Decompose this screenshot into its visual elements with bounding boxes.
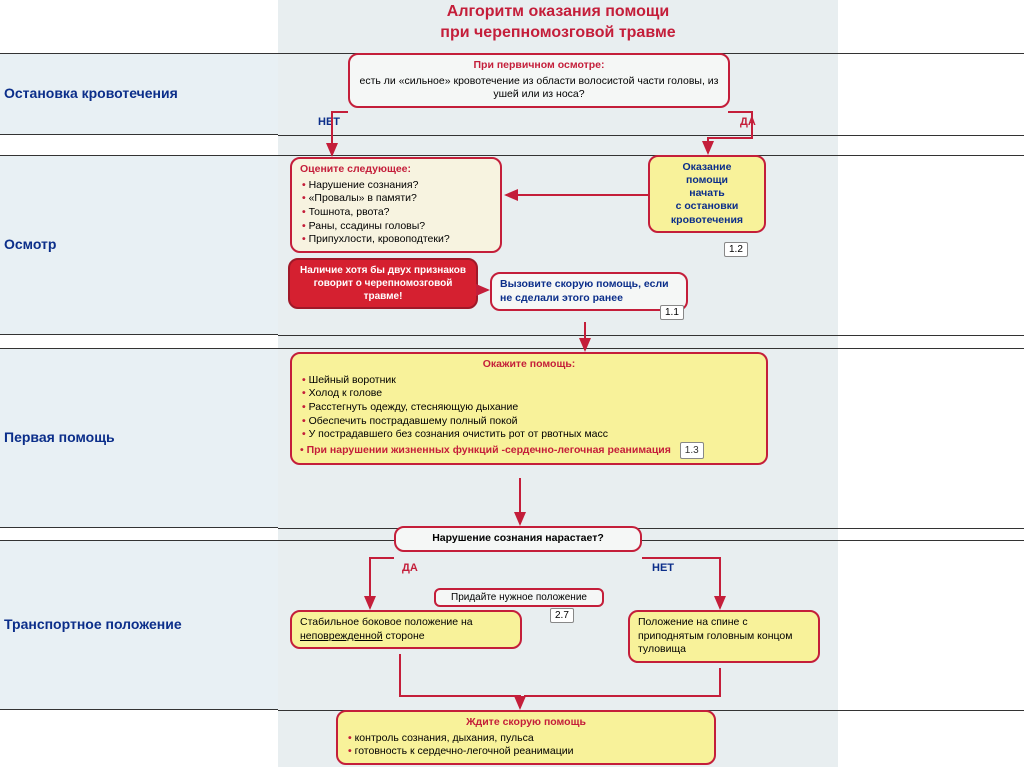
branch-yes-2: ДА [402, 562, 418, 574]
list-item: Шейный воротник [302, 374, 758, 388]
list-item: У пострадавшего без сознания очистить ро… [302, 428, 758, 442]
list-item: Тошнота, рвота? [302, 206, 492, 220]
branch-yes-1: ДА [740, 116, 756, 128]
box-red-alert: Наличие хотя бы двух признаков говорит о… [288, 258, 478, 309]
branch-no-1: НЕТ [318, 116, 340, 128]
box-provide-help: Окажите помощь: Шейный воротникХолод к г… [290, 352, 768, 465]
list-item: Расстегнуть одежду, стесняющую дыхание [302, 401, 758, 415]
tag-1-3: 1.3 [680, 442, 704, 459]
stop-bleed-l5: кровотечения [658, 214, 756, 227]
box-assess: Оцените следующее: Нарушение сознания?«П… [290, 157, 502, 253]
wait-header: Ждите скорую помощь [346, 716, 706, 730]
title-line-1: Алгоритм оказания помощи [447, 3, 669, 20]
pos-left-rest: стороне [386, 630, 425, 642]
stop-bleed-l4: с остановки [658, 200, 756, 213]
row-label-1: Осмотр [4, 236, 56, 252]
call-text: Вызовите скорую помощь, если не сделали … [500, 278, 678, 305]
list-item: готовность к сердечно-легочной реанимаци… [348, 745, 706, 759]
primary-exam-header: При первичном осмотре: [358, 59, 720, 73]
tag-1-2: 1.2 [724, 242, 748, 257]
pos-left-l1: Стабильное боковое положение на [300, 616, 473, 628]
list-item: Раны, ссадины головы? [302, 220, 492, 234]
row-line [278, 135, 1024, 136]
tag-2-7: 2.7 [550, 608, 574, 623]
row-label-3: Транспортное положение [4, 616, 182, 632]
row-line [278, 335, 1024, 336]
box-call-ambulance: Вызовите скорую помощь, если не сделали … [490, 272, 688, 311]
help-list: Шейный воротникХолод к головеРасстегнуть… [300, 374, 758, 442]
pos-left-underline: неповрежденной [300, 630, 383, 642]
box-stop-bleeding: Оказание помощи начать с остановки крово… [648, 155, 766, 233]
box-primary-exam: При первичном осмотре: есть ли «сильное»… [348, 53, 730, 108]
help-header: Окажите помощь: [300, 358, 758, 372]
box-position-back: Положение на спине с приподнятым головны… [628, 610, 820, 663]
tag-1-1: 1.1 [660, 305, 684, 320]
list-item: «Провалы» в памяти? [302, 192, 492, 206]
row-label-0: Остановка кровотечения [4, 85, 178, 101]
box-position-label: Придайте нужное положение [434, 588, 604, 607]
list-item: контроль сознания, дыхания, пульса [348, 732, 706, 746]
stop-bleed-l2: помощи [658, 174, 756, 187]
row-line [278, 155, 1024, 156]
list-item: Обеспечить пострадавшему полный покой [302, 415, 758, 429]
help-red-item: При нарушении жизненных функций -сердечн… [307, 444, 671, 456]
box-wait-ambulance: Ждите скорую помощь контроль сознания, д… [336, 710, 716, 765]
branch-no-2: НЕТ [652, 562, 674, 574]
assess-list: Нарушение сознания?«Провалы» в памяти?То… [300, 179, 492, 247]
wait-list: контроль сознания, дыхания, пульсаготовн… [346, 732, 706, 759]
list-item: Нарушение сознания? [302, 179, 492, 193]
list-item: Холод к голове [302, 387, 758, 401]
row-line [278, 348, 1024, 349]
box-question-consciousness: Нарушение сознания нарастает? [394, 526, 642, 552]
box-position-side: Стабильное боковое положение на неповреж… [290, 610, 522, 649]
primary-exam-text: есть ли «сильное» кровотечение из област… [358, 75, 720, 102]
row-label-2: Первая помощь [4, 429, 115, 445]
list-item: Припухлости, кровоподтеки? [302, 233, 492, 247]
row-line [278, 528, 1024, 529]
algorithm-title: Алгоритм оказания помощи при черепномозг… [278, 2, 838, 44]
title-line-2: при черепномозговой травме [440, 24, 675, 41]
assess-header: Оцените следующее: [300, 163, 492, 177]
stop-bleed-l3: начать [658, 187, 756, 200]
stop-bleed-l1: Оказание [658, 161, 756, 174]
position-label-text: Придайте нужное положение [451, 592, 587, 603]
row-line [278, 540, 1024, 541]
